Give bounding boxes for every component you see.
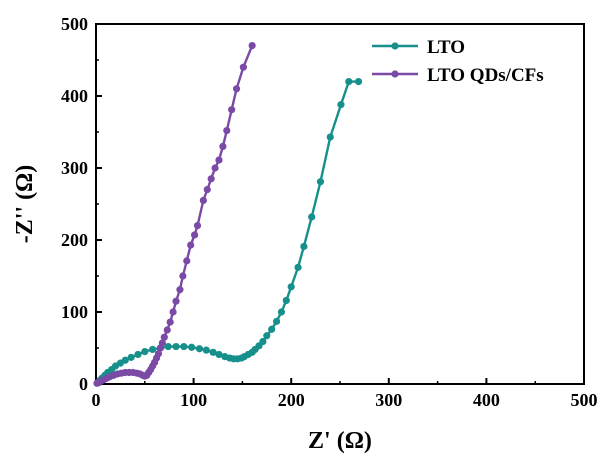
y-tick-label: 200 <box>61 230 88 250</box>
data-point <box>272 317 281 325</box>
legend-marker <box>391 42 399 50</box>
data-point <box>219 142 227 150</box>
data-point <box>228 106 236 114</box>
data-point <box>248 41 256 50</box>
data-point <box>223 126 231 135</box>
data-point <box>180 342 188 351</box>
data-point <box>268 325 276 333</box>
data-point <box>188 343 196 351</box>
series-lto <box>94 78 363 387</box>
data-point <box>294 263 302 271</box>
data-point <box>166 318 174 326</box>
y-tick-label: 300 <box>61 158 88 178</box>
data-point <box>308 213 316 221</box>
data-point <box>187 241 195 249</box>
data-point <box>287 283 295 291</box>
series-layer <box>93 41 363 387</box>
data-point <box>300 242 308 251</box>
data-point <box>134 350 142 359</box>
data-point <box>263 332 271 340</box>
data-point <box>163 326 171 334</box>
legend-item: LTO QDs/CFs <box>372 65 544 86</box>
legend-label: LTO QDs/CFs <box>427 65 544 86</box>
data-point <box>190 231 199 239</box>
data-point <box>277 308 286 316</box>
data-point <box>199 196 207 204</box>
data-point <box>149 345 157 354</box>
data-point <box>195 345 204 353</box>
data-point <box>172 297 180 305</box>
series-line <box>96 45 254 385</box>
data-point <box>326 133 334 141</box>
data-point <box>179 272 187 280</box>
data-point <box>259 337 267 346</box>
data-point <box>215 156 223 164</box>
x-tick-label: 0 <box>92 390 101 410</box>
x-tick-label: 400 <box>473 390 500 410</box>
y-tick-label: 500 <box>61 14 88 34</box>
data-point <box>121 356 129 364</box>
x-tick-label: 100 <box>180 390 207 410</box>
y-tick-label: 0 <box>79 374 88 394</box>
data-point <box>337 101 345 109</box>
y-tick-label: 400 <box>61 86 88 106</box>
data-point <box>211 164 219 172</box>
data-point <box>160 333 168 341</box>
data-point <box>203 186 211 194</box>
data-point <box>164 342 172 351</box>
data-point <box>207 175 215 183</box>
x-tick-label: 200 <box>278 390 305 410</box>
data-point <box>232 85 241 93</box>
y-tick-label: 100 <box>61 302 88 322</box>
series-lto-qds-cfs <box>93 41 256 387</box>
x-axis-label: Z' (Ω) <box>308 428 372 454</box>
data-point <box>176 286 184 294</box>
data-point <box>172 342 180 351</box>
data-point <box>345 78 353 86</box>
data-point <box>202 346 210 354</box>
data-point <box>282 296 290 305</box>
data-point <box>316 178 325 186</box>
data-point <box>239 63 247 71</box>
data-point <box>354 78 363 86</box>
data-point <box>141 347 149 356</box>
x-tick-label: 300 <box>375 390 402 410</box>
legend: LTO LTO QDs/CFs <box>372 37 544 86</box>
legend-marker <box>391 70 399 78</box>
x-axis: 0 100 200 300 400 500 <box>92 378 598 410</box>
data-point <box>215 350 223 359</box>
data-point <box>193 222 202 230</box>
x-tick-label: 500 <box>571 390 598 410</box>
legend-label: LTO <box>427 37 465 58</box>
data-point <box>183 257 191 265</box>
data-point <box>127 353 135 361</box>
legend-item: LTO <box>372 37 465 58</box>
data-point <box>209 348 217 356</box>
data-point <box>169 308 177 316</box>
y-axis-label: -Z'' (Ω) <box>12 165 38 244</box>
